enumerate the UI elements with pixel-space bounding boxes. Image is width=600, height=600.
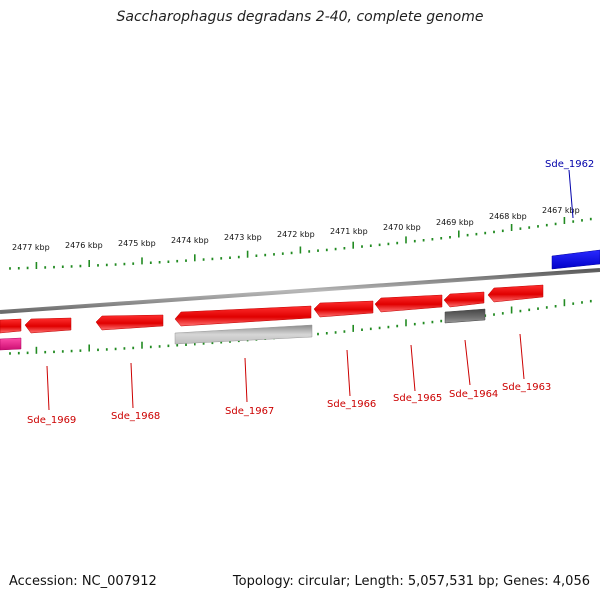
scale-label-2472: 2472 kbp — [277, 230, 315, 239]
callout-line-sde-1965 — [410, 344, 416, 392]
gene-label-sde-1968[interactable]: Sde_1968 — [111, 411, 160, 422]
gene-sde-1962-arrow[interactable] — [551, 249, 600, 270]
gene-sde-1966-arrow[interactable] — [313, 300, 374, 318]
feature-dark-bar[interactable] — [444, 308, 486, 324]
gene-label-sde-1962[interactable]: Sde_1962 — [545, 159, 594, 170]
feature-pink-bar[interactable] — [0, 337, 22, 351]
scale-label-2468: 2468 kbp — [489, 212, 527, 221]
scale-label-2475: 2475 kbp — [118, 239, 156, 248]
scale-label-2471: 2471 kbp — [330, 227, 368, 236]
scale-label-2467: 2467 kbp — [542, 206, 580, 215]
callout-line-sde-1967 — [244, 357, 248, 403]
scale-label-2476: 2476 kbp — [65, 241, 103, 250]
scale-label-2474: 2474 kbp — [171, 236, 209, 245]
callout-line-sde-1966 — [346, 349, 351, 397]
gene-sde-1968-arrow[interactable] — [95, 314, 164, 331]
feature-grey-bar[interactable] — [174, 324, 313, 345]
gene-label-sde-1969[interactable]: Sde_1969 — [27, 415, 76, 426]
genome-backbone — [0, 268, 600, 314]
accession-text: Accession: NC_007912 — [9, 574, 157, 589]
gene-label-sde-1964[interactable]: Sde_1964 — [449, 389, 498, 400]
gene-label-sde-1966[interactable]: Sde_1966 — [327, 399, 376, 410]
gene-left-edge-arrow[interactable] — [0, 318, 22, 334]
scale-label-2477: 2477 kbp — [12, 243, 50, 252]
callout-line-sde-1964 — [464, 339, 471, 386]
callout-line-sde-1963 — [519, 333, 525, 380]
callout-line-sde-1969 — [46, 365, 50, 411]
gene-label-sde-1965[interactable]: Sde_1965 — [393, 393, 442, 404]
gene-label-sde-1967[interactable]: Sde_1967 — [225, 406, 274, 417]
outer-scale-ticks — [9, 217, 592, 270]
genome-summary-text: Topology: circular; Length: 5,057,531 bp… — [232, 574, 590, 589]
gene-sde-1967-arrow[interactable] — [174, 305, 312, 327]
gene-sde-1969-arrow[interactable] — [24, 317, 72, 334]
scale-label-2473: 2473 kbp — [224, 233, 262, 242]
scale-label-2470: 2470 kbp — [383, 223, 421, 232]
callout-line-sde-1968 — [130, 362, 134, 409]
callout-line-sde-1962 — [568, 169, 574, 219]
scale-label-2469: 2469 kbp — [436, 218, 474, 227]
gene-sde-1965-arrow[interactable] — [374, 294, 443, 313]
map-title: Saccharophagus degradans 2-40, complete … — [116, 9, 484, 25]
gene-sde-1964-arrow[interactable] — [443, 291, 485, 308]
gene-sde-1963-arrow[interactable] — [487, 284, 544, 303]
gene-label-sde-1963[interactable]: Sde_1963 — [502, 382, 551, 393]
